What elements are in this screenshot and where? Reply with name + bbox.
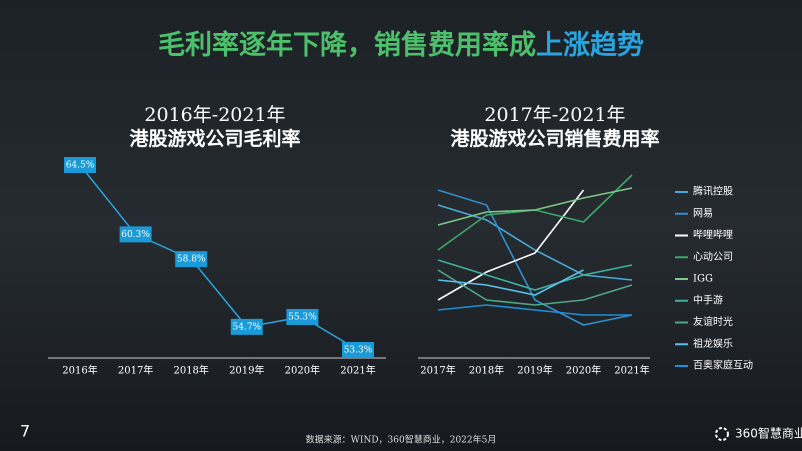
data-label-box <box>286 308 319 325</box>
legend-label: 腾讯控股 <box>693 185 733 198</box>
legend-label: 网易 <box>693 207 713 219</box>
chart-title: 2016年-2021年 <box>144 104 285 126</box>
series-line <box>437 269 584 296</box>
x-tick-label: 2017年 <box>118 364 153 377</box>
data-label-box <box>64 157 96 173</box>
chart-subtitle: 港股游戏公司销售费用率 <box>450 127 659 150</box>
chart-title: 2017年-2021年 <box>484 104 625 126</box>
series-line <box>437 259 633 291</box>
data-label: 55.3% <box>288 312 317 322</box>
x-tick-label: 2019年 <box>517 364 552 377</box>
series-line <box>437 189 633 326</box>
logo: 360智慧商业 <box>735 426 802 441</box>
page-number: 7 <box>20 422 30 441</box>
data-label: 53.3% <box>344 346 373 356</box>
legend-label: IGG <box>693 274 713 285</box>
data-label: 54.7% <box>233 322 262 332</box>
series-line <box>437 304 632 316</box>
data-label: 60.3% <box>121 230 150 240</box>
data-label-box <box>119 226 152 243</box>
logo-icon <box>715 427 729 441</box>
data-label-box <box>175 251 208 268</box>
source: 数据来源：WIND，360智慧商业，2022年5月 <box>306 434 497 446</box>
series-line <box>437 204 633 281</box>
x-tick-label: 2016年 <box>62 364 97 377</box>
title-highlight: 上涨趋势 <box>536 30 644 61</box>
x-tick-label: 2021年 <box>614 364 649 377</box>
x-tick-label: 2017年 <box>420 364 455 377</box>
data-label-box <box>342 342 374 358</box>
legend-label: 友谊时光 <box>693 315 733 328</box>
legend-label: 中手游 <box>693 293 723 306</box>
data-label: 64.5% <box>66 161 95 171</box>
data-label-box <box>230 318 263 335</box>
series-line <box>437 189 585 301</box>
x-tick-label: 2020年 <box>566 364 601 377</box>
title-main: 毛利率逐年下降，销售费用率成 <box>158 29 536 61</box>
x-tick-label: 2020年 <box>285 364 320 377</box>
legend-label: 哔哩哔哩 <box>693 228 733 241</box>
x-tick-label: 2019年 <box>229 364 264 377</box>
legend-label: 心动公司 <box>693 251 733 263</box>
legend-label: 百奥家庭互动 <box>693 359 753 372</box>
x-tick-label: 2018年 <box>469 364 504 377</box>
series-line <box>437 187 633 226</box>
chart-subtitle: 港股游戏公司毛利率 <box>129 127 300 150</box>
x-tick-label: 2021年 <box>340 364 375 377</box>
series-line <box>437 269 633 306</box>
legend-label: 祖龙娱乐 <box>693 337 733 350</box>
slide-title: 毛利率逐年下降，销售费用率成上涨趋势 <box>158 29 644 61</box>
data-label: 58.8% <box>177 255 206 265</box>
x-tick-label: 2018年 <box>173 364 208 377</box>
